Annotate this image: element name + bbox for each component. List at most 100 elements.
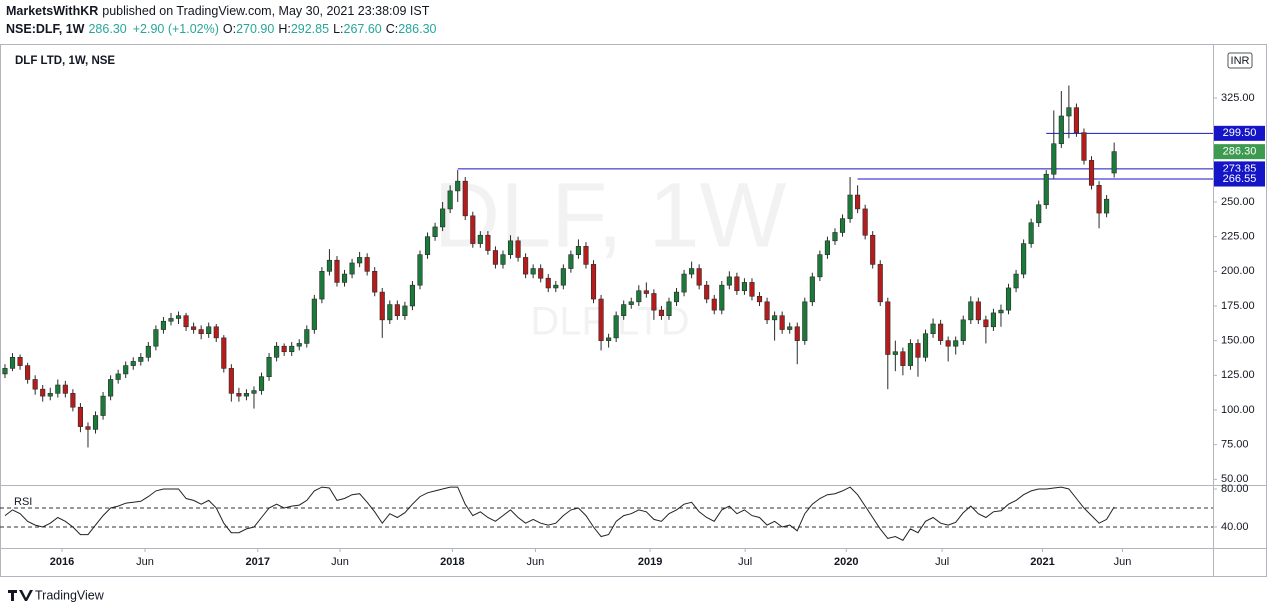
chart-frame: [0, 44, 1267, 577]
candle-body: [658, 309, 664, 316]
watermark: DLF, 1W DLF LTD: [434, 164, 787, 343]
candle-body: [47, 393, 53, 397]
candle-body: [334, 259, 340, 283]
candle-body: [100, 395, 106, 416]
symbol-line: NSE:DLF, 1W 286.30 +2.90 (+1.02%) O:270.90 H…: [6, 22, 437, 36]
level-badge: [1214, 171, 1265, 187]
candle-body: [470, 215, 476, 244]
candle-body: [485, 234, 491, 251]
candle-body: [953, 340, 959, 347]
candle-body: [62, 384, 68, 394]
candle-body: [983, 319, 989, 328]
candle-body: [251, 390, 257, 394]
candle-body: [530, 268, 536, 275]
candle-body: [372, 271, 378, 293]
candle-body: [115, 373, 121, 380]
candle-body: [1073, 107, 1079, 133]
candle-body: [1021, 243, 1027, 275]
candle-body: [741, 282, 747, 292]
candle-body: [236, 393, 242, 397]
candle-body: [447, 190, 453, 210]
candle-body: [583, 246, 589, 265]
candle-body: [1051, 143, 1057, 175]
footer-brand: TradingView: [35, 588, 105, 602]
candle-body: [2, 368, 8, 375]
candle-body: [70, 393, 76, 408]
candle-body: [832, 232, 838, 242]
candle-body: [606, 337, 612, 341]
candle-body: [304, 329, 310, 344]
candle-body: [25, 365, 31, 380]
candle-body: [206, 326, 212, 335]
ohlc-value: 292.85: [291, 22, 329, 36]
candle-body: [183, 315, 189, 328]
y-tick-label: 175.00: [1221, 300, 1255, 312]
candle-body: [455, 180, 461, 192]
x-tick-label: 2019: [638, 556, 662, 568]
candle-body: [258, 376, 265, 391]
watermark-name: DLF LTD: [530, 300, 689, 344]
ohlc-key: H:: [278, 22, 291, 36]
candle-body: [85, 426, 91, 430]
candle-body: [274, 345, 280, 358]
candle-body: [915, 343, 921, 358]
rsi-line: [4, 486, 1115, 541]
candle-body: [787, 326, 793, 330]
publish-line: MarketsWithKR published on TradingView.co…: [6, 4, 430, 18]
ohlc-key: C:: [386, 22, 399, 36]
candle-body: [409, 284, 415, 307]
candle-body: [922, 333, 929, 358]
y-tick-label: 125.00: [1221, 369, 1255, 381]
candle-body: [17, 356, 23, 366]
candle-body: [975, 301, 981, 321]
candle-body: [560, 268, 566, 286]
candle-body: [1088, 160, 1095, 186]
candle-body: [1096, 185, 1102, 214]
x-tick-label: 2017: [246, 556, 270, 568]
candle-body: [968, 301, 974, 321]
change: +2.90 (+1.02%): [133, 22, 219, 36]
candle-body: [575, 246, 581, 255]
candle-body: [643, 290, 649, 294]
candle-body: [341, 273, 348, 283]
candle-body: [1104, 198, 1110, 214]
candle-body: [357, 257, 363, 264]
currency: INR: [1231, 55, 1250, 67]
last-price-label: 286.30: [1223, 146, 1257, 158]
candle-body: [364, 257, 370, 272]
candle-body: [40, 388, 46, 397]
published: published on TradingView.com, May 30, 20…: [102, 4, 429, 18]
candle-body: [779, 315, 785, 330]
candle-body: [523, 257, 529, 275]
candle-body: [424, 236, 431, 255]
candle-body: [1081, 132, 1087, 161]
candle-body: [92, 415, 99, 430]
y-tick-label: 250.00: [1221, 196, 1255, 208]
candle-body: [168, 318, 174, 322]
candle-body: [824, 240, 830, 255]
footer-logo: TradingView: [8, 588, 105, 602]
price: 286.30: [88, 22, 126, 36]
candle-body: [666, 301, 672, 316]
level-label: 266.55: [1223, 173, 1257, 185]
candle-body: [515, 240, 521, 258]
candle-body: [198, 329, 204, 335]
candle-body: [289, 345, 295, 353]
candle-body: [500, 254, 506, 265]
candle-body: [213, 326, 219, 339]
candle-body: [319, 271, 325, 300]
candle-body: [1111, 151, 1117, 174]
logo-mark: [8, 590, 33, 601]
x-tick-label: Jun: [331, 556, 349, 568]
y-tick-label: 100.00: [1221, 404, 1255, 416]
candle-body: [130, 361, 136, 366]
candle-body: [930, 323, 936, 335]
candle-body: [326, 259, 332, 272]
candle-body: [394, 304, 400, 316]
candle-body: [379, 291, 385, 321]
last-price-badge: [1214, 144, 1265, 160]
candle-body: [839, 218, 846, 233]
y-tick-label: 75.00: [1221, 439, 1249, 451]
x-tick-label: 2020: [834, 556, 858, 568]
